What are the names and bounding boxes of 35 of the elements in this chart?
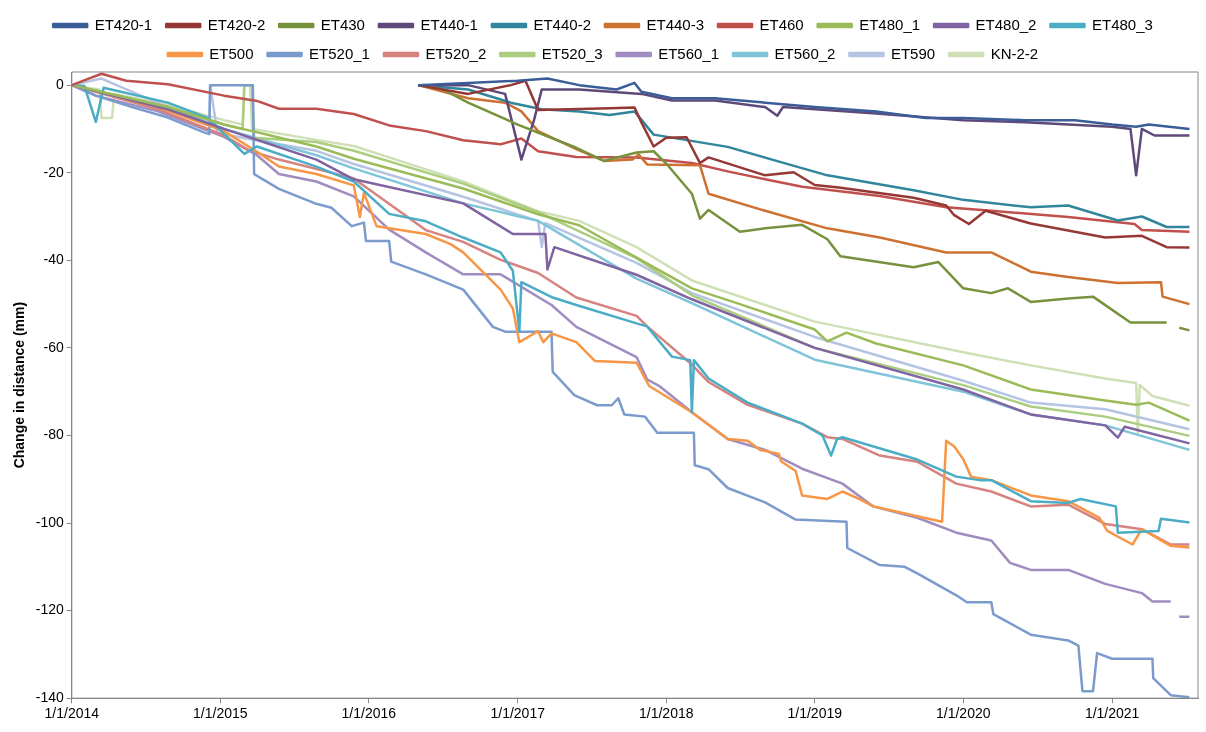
x-tick-label: 1/1/2019 bbox=[787, 705, 843, 722]
legend-label: ET460 bbox=[759, 15, 804, 33]
x-tick-label: 1/1/2021 bbox=[1084, 705, 1140, 722]
legend-label: ET430 bbox=[320, 15, 365, 33]
legend-label: ET440-3 bbox=[646, 15, 705, 33]
legend-label: ET420-1 bbox=[94, 15, 153, 33]
legend-label: ET420-2 bbox=[207, 15, 266, 33]
y-tick-label: -120 bbox=[35, 601, 65, 618]
legend-label: ET500 bbox=[209, 44, 254, 62]
legend-label: ET560_2 bbox=[774, 44, 836, 62]
y-tick-label: -140 bbox=[35, 689, 65, 706]
y-tick-label: -80 bbox=[43, 426, 65, 443]
y-tick-label: 0 bbox=[56, 76, 65, 92]
legend-label: ET480_3 bbox=[1091, 15, 1153, 33]
x-tick-label: 1/1/2016 bbox=[341, 705, 397, 722]
y-tick-label: -40 bbox=[43, 251, 65, 268]
legend-label: ET520_2 bbox=[425, 44, 487, 62]
legend-label: ET520_1 bbox=[309, 44, 370, 62]
y-tick-label: -60 bbox=[43, 338, 65, 355]
x-tick-label: 1/1/2018 bbox=[638, 705, 694, 722]
y-tick-label: -100 bbox=[35, 513, 65, 530]
legend-label: KN-2-2 bbox=[990, 44, 1039, 62]
legend-label: ET590 bbox=[890, 44, 936, 62]
legend-label: ET480_2 bbox=[975, 15, 1037, 33]
legend-label: ET440-2 bbox=[533, 15, 591, 33]
x-tick-label: 1/1/2015 bbox=[193, 705, 248, 722]
legend-label: ET440-1 bbox=[420, 15, 478, 33]
legend-label: ET520_3 bbox=[541, 44, 603, 62]
x-tick-label: 1/1/2017 bbox=[490, 705, 546, 722]
y-axis-title: Change in distance (mm) bbox=[11, 301, 28, 469]
legend-label: ET480_1 bbox=[859, 15, 921, 33]
x-tick-label: 1/1/2020 bbox=[935, 705, 991, 722]
y-tick-label: -20 bbox=[43, 163, 65, 180]
legend-label: ET560_1 bbox=[658, 44, 720, 62]
x-tick-label: 1/1/2014 bbox=[44, 705, 100, 722]
